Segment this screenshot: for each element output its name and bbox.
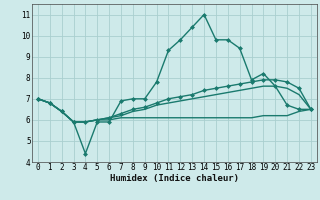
X-axis label: Humidex (Indice chaleur): Humidex (Indice chaleur) [110,174,239,183]
